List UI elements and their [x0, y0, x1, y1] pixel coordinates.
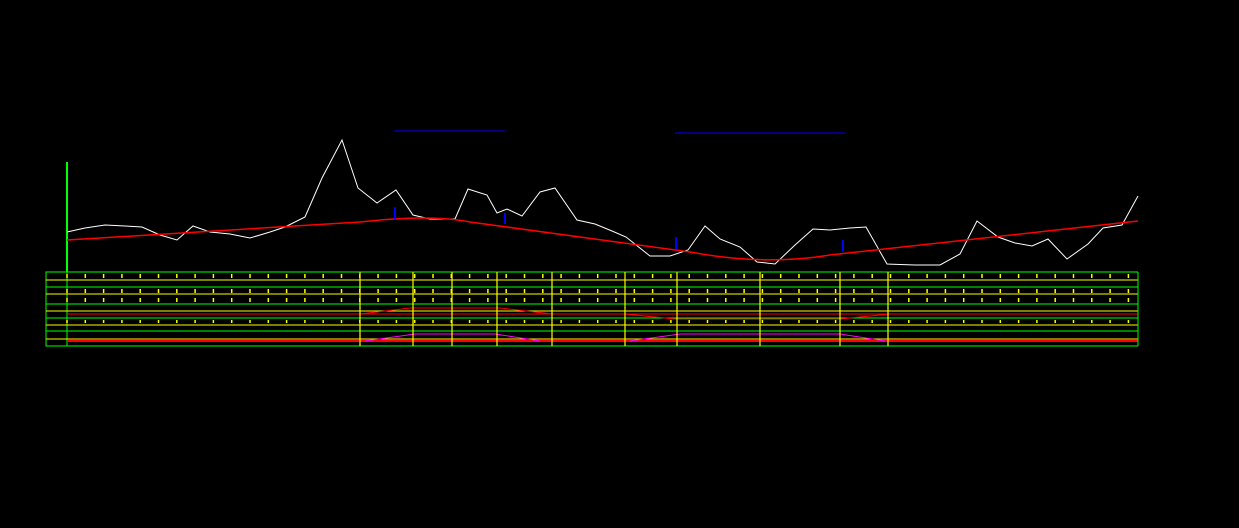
curve-band: [359, 307, 891, 320]
band-table: [46, 271, 1139, 347]
grade-markers: [394, 207, 844, 252]
ground-line: [66, 138, 1139, 266]
